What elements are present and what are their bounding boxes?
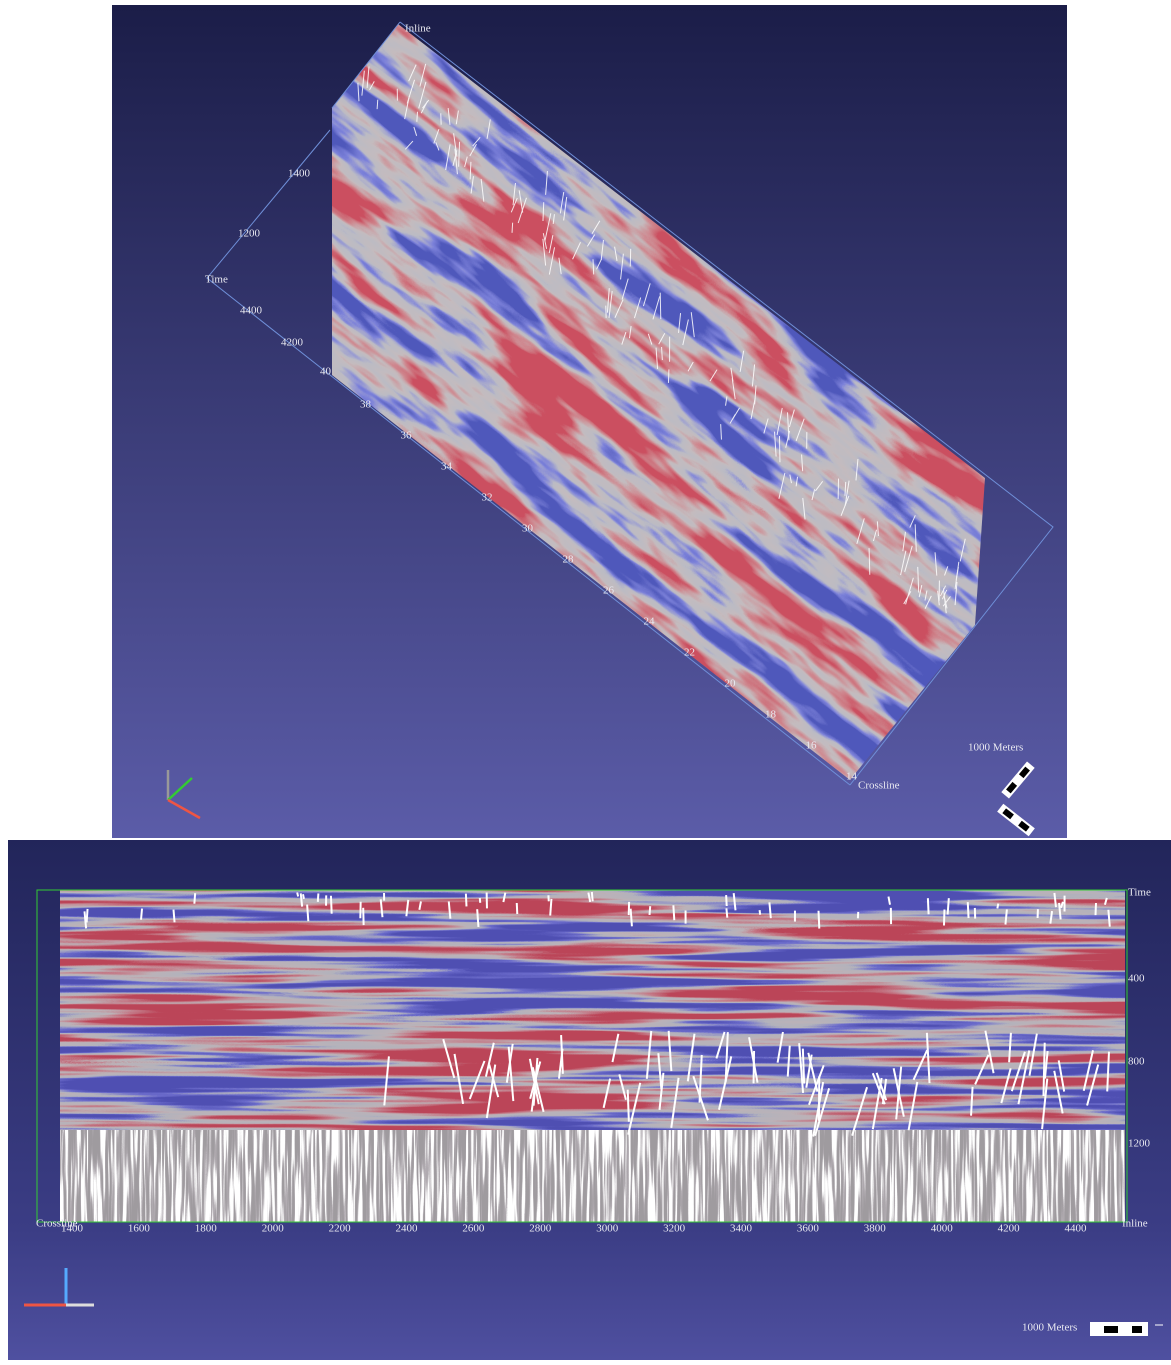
tick-label: 1400 — [288, 168, 311, 180]
fault-streak — [331, 896, 332, 914]
tick-label: 38 — [360, 399, 372, 411]
fault-streak — [997, 904, 998, 909]
tick-label: 2800 — [529, 1223, 552, 1235]
fault-streak — [194, 893, 195, 903]
fault-streak — [297, 892, 298, 896]
tick-label: 1400 — [61, 1223, 84, 1235]
tick-label: 28 — [563, 554, 575, 566]
axis-label: Crossline — [858, 780, 900, 792]
tick-label: 18 — [765, 709, 777, 721]
tick-label: 22 — [684, 647, 695, 659]
fault-streak — [318, 893, 319, 901]
scale-label: 1000 Meters — [968, 742, 1023, 754]
fault-streak — [660, 293, 661, 319]
tick-label: 32 — [482, 492, 493, 504]
fault-streak — [512, 223, 513, 233]
tick-label: 36 — [401, 430, 413, 442]
tick-label: 4000 — [931, 1223, 954, 1235]
tick-label: 1600 — [128, 1223, 151, 1235]
fault-streak — [550, 899, 551, 916]
fault-streak — [673, 905, 674, 920]
fault-streak — [303, 894, 304, 899]
tick-label: 3000 — [596, 1223, 619, 1235]
tick-label: 34 — [441, 461, 453, 473]
fault-streak — [779, 436, 780, 462]
fault-streak — [477, 909, 478, 927]
tick-label: 4200 — [998, 1223, 1021, 1235]
tick-label: 40 — [320, 366, 332, 378]
axis-label: Time — [1128, 887, 1151, 899]
seismic-section — [60, 890, 1125, 1222]
fault-streak — [173, 910, 174, 923]
fault-streak — [87, 909, 88, 922]
tick-label: 2400 — [396, 1223, 419, 1235]
tick-label: 2000 — [262, 1223, 285, 1235]
fault-streak — [928, 898, 929, 914]
fault-streak — [631, 909, 632, 927]
fault-streak — [377, 100, 378, 109]
axis-label: Time — [205, 274, 228, 286]
tick-label: 3800 — [864, 1223, 887, 1235]
tick-label: 1200 — [1128, 1138, 1151, 1150]
tick-label: 26 — [603, 585, 615, 597]
tick-label: 3400 — [730, 1223, 753, 1235]
tick-label: 2200 — [329, 1223, 352, 1235]
fault-streak — [769, 902, 770, 918]
fault-streak — [593, 259, 594, 274]
tick-label: 4400 — [240, 305, 263, 317]
tick-label: 400 — [1128, 973, 1145, 985]
tick-label: 3600 — [797, 1223, 820, 1235]
axis-label: Inline — [405, 23, 431, 35]
fault-streak — [726, 895, 727, 906]
scale-label: 1000 Meters — [1022, 1322, 1077, 1334]
fault-streak — [726, 908, 727, 917]
tick-label: 14 — [846, 771, 858, 783]
tick-label: 1800 — [195, 1223, 218, 1235]
tick-label: 4400 — [1065, 1223, 1088, 1235]
tick-label: 1200 — [238, 228, 261, 240]
tick-label: 24 — [644, 616, 656, 628]
tick-label: 20 — [725, 678, 737, 690]
screenshot: Inline Time Crossline 1000 Meters Time C… — [0, 0, 1171, 1360]
tick-label: 16 — [806, 740, 818, 752]
fault-streak — [307, 905, 308, 922]
fault-streak — [466, 894, 467, 907]
tick-label: 2600 — [462, 1223, 485, 1235]
fault-streak — [417, 112, 418, 122]
tick-label: 30 — [522, 523, 534, 535]
fault-streak — [968, 902, 969, 918]
fault-streak — [1043, 1043, 1044, 1096]
fault-streak — [760, 910, 761, 915]
fault-streak — [517, 903, 518, 914]
fault-streak — [141, 909, 142, 920]
page: Inline Time Crossline 1000 Meters Time C… — [0, 0, 1171, 1360]
fault-streak — [948, 898, 949, 914]
fault-streak — [803, 1049, 804, 1084]
fault-streak — [628, 1090, 629, 1122]
tick-label: 800 — [1128, 1056, 1145, 1068]
fault-streak — [650, 906, 651, 915]
tick-label: 4200 — [281, 337, 304, 349]
fault-streak — [592, 892, 593, 901]
axis-label: Inline — [1122, 1218, 1148, 1230]
fault-streak — [1108, 910, 1109, 927]
tick-label: 3200 — [663, 1223, 686, 1235]
fault-streak — [819, 911, 820, 929]
